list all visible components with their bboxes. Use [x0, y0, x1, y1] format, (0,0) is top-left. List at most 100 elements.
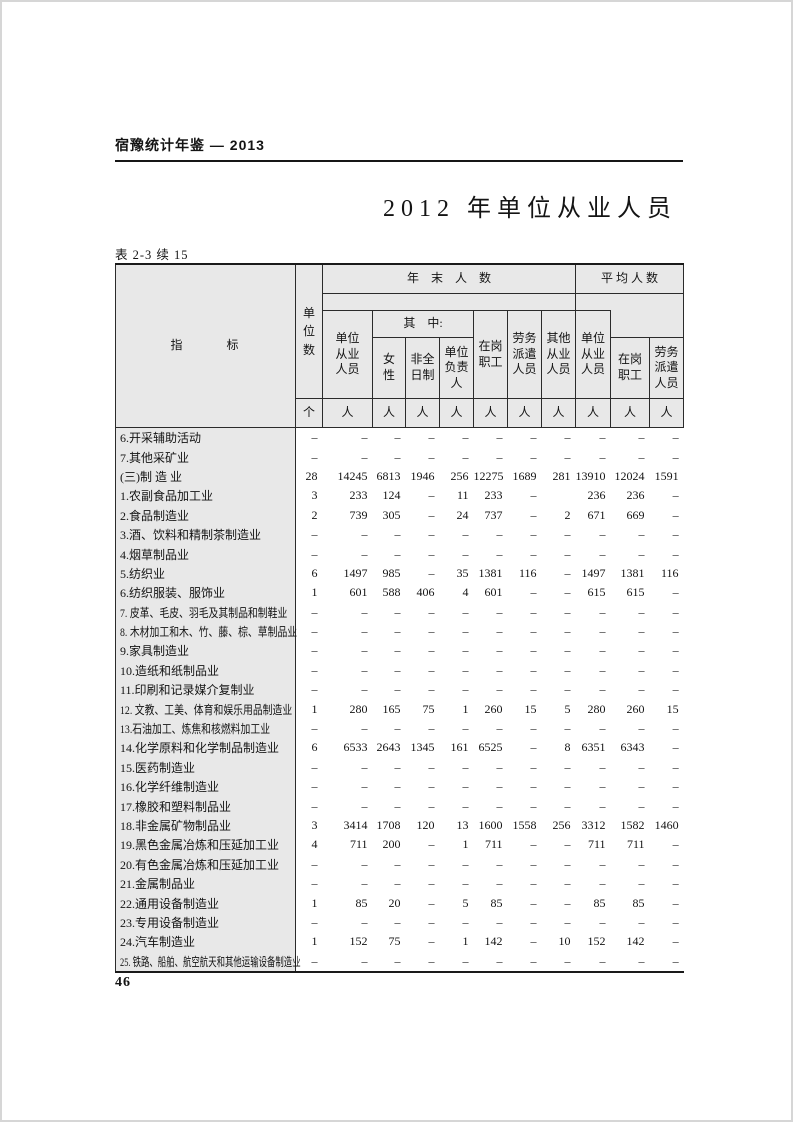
page-title: 2012 年单位从业人员: [383, 196, 677, 222]
unit-cell: 人: [610, 398, 651, 428]
value-cell: –: [405, 932, 440, 952]
table-row: 6.纺织服装、服饰业 1 601 588 406 4 601– –615 615–: [115, 583, 684, 603]
row-label: 21.金属制品业: [115, 873, 296, 894]
value-cell: –: [295, 447, 323, 467]
value-cell: –: [507, 447, 542, 467]
value-cell: 711: [473, 835, 508, 855]
col-header-among: 其 中:: [372, 310, 474, 338]
value-cell: –: [610, 718, 650, 739]
unit-cell: 人: [507, 398, 542, 428]
value-cell: –: [507, 932, 542, 952]
value-cell: 1: [295, 932, 323, 952]
value-cell: 3: [295, 815, 323, 836]
col-header-female: 女 性: [372, 337, 406, 399]
value-cell: 1582: [610, 815, 650, 836]
value-cell: –: [439, 544, 474, 564]
value-cell: 6533: [322, 738, 373, 758]
value-cell: –: [372, 427, 406, 448]
value-cell: 6: [295, 563, 323, 584]
value-cell: 1: [295, 699, 323, 719]
value-cell: –: [610, 680, 650, 700]
value-cell: 280: [575, 699, 611, 719]
value-cell: –: [439, 447, 474, 467]
value-cell: –: [322, 873, 373, 894]
value-cell: –: [649, 757, 684, 778]
table-row: 15.医药制造业 – – – – – – – – – – –: [115, 757, 684, 778]
value-cell: –: [405, 621, 440, 642]
value-cell: –: [473, 680, 508, 700]
value-cell: 1: [439, 835, 474, 855]
value-cell: –: [649, 602, 684, 622]
value-cell: –: [610, 427, 650, 448]
value-cell: 737: [473, 505, 508, 525]
value-cell: 406: [405, 583, 440, 603]
value-cell: –: [405, 796, 440, 816]
value-cell: –: [405, 563, 440, 584]
value-cell: 12024: [610, 466, 650, 487]
value-cell: –: [473, 447, 508, 467]
value-cell: 152: [575, 932, 611, 952]
table-row: 22.通用设备制造业 1 85 20–5 85– –85 85–: [115, 893, 684, 913]
value-cell: –: [473, 718, 508, 739]
unit-cell: 人: [439, 398, 474, 428]
value-cell: –: [649, 951, 684, 972]
value-cell: –: [541, 544, 576, 564]
value-cell: –: [439, 621, 474, 642]
value-cell: –: [575, 777, 611, 797]
value-cell: –: [405, 835, 440, 855]
value-cell: –: [541, 524, 576, 545]
value-cell: –: [649, 544, 684, 564]
value-cell: 985: [372, 563, 406, 584]
value-cell: –: [541, 680, 576, 700]
value-cell: –: [439, 854, 474, 874]
value-cell: 6351: [575, 738, 611, 758]
value-cell: –: [295, 544, 323, 564]
value-cell: –: [610, 912, 650, 933]
row-label: 23.专用设备制造业: [115, 912, 296, 933]
value-cell: –: [575, 912, 611, 933]
value-cell: –: [322, 680, 373, 700]
value-cell: 85: [322, 893, 373, 913]
value-cell: –: [295, 602, 323, 622]
value-cell: 281: [541, 466, 576, 487]
value-cell: –: [541, 893, 576, 913]
value-cell: –: [439, 524, 474, 545]
value-cell: 1689: [507, 466, 542, 487]
value-cell: 711: [322, 835, 373, 855]
row-label: (三)制 造 业: [115, 466, 296, 487]
value-cell: 6343: [610, 738, 650, 758]
value-cell: –: [322, 621, 373, 642]
value-cell: –: [575, 680, 611, 700]
value-cell: 711: [575, 835, 611, 855]
value-cell: 3414: [322, 815, 373, 836]
value-cell: –: [507, 486, 542, 506]
value-cell: –: [473, 427, 508, 448]
value-cell: –: [541, 583, 576, 603]
value-cell: –: [649, 505, 684, 525]
value-cell: 601: [473, 583, 508, 603]
value-cell: 10: [541, 932, 576, 952]
value-cell: 24: [439, 505, 474, 525]
value-cell: 165: [372, 699, 406, 719]
value-cell: 142: [610, 932, 650, 952]
value-cell: 669: [610, 505, 650, 525]
value-cell: [541, 486, 576, 506]
value-cell: –: [507, 544, 542, 564]
value-cell: –: [507, 583, 542, 603]
value-cell: –: [541, 796, 576, 816]
value-cell: –: [295, 777, 323, 797]
value-cell: –: [405, 777, 440, 797]
row-label: 20.有色金属冶炼和压延加工业: [115, 854, 296, 874]
table-row: 9.家具制造业 – – – – – – – – – – –: [115, 641, 684, 661]
value-cell: –: [405, 718, 440, 739]
value-cell: 75: [405, 699, 440, 719]
value-cell: 1: [439, 699, 474, 719]
table-row: 13.石油加工、炼焦和核燃料加工业 – – – – – – – – – – –: [115, 718, 684, 739]
value-cell: –: [575, 427, 611, 448]
row-label: 17.橡胶和塑料制品业: [115, 796, 296, 816]
value-cell: –: [372, 796, 406, 816]
group-header-average: 平 均 人 数: [575, 263, 685, 294]
col-header-part-time: 非全 日制: [405, 337, 440, 399]
row-label: 6.纺织服装、服饰业: [115, 583, 296, 603]
value-cell: –: [295, 854, 323, 874]
